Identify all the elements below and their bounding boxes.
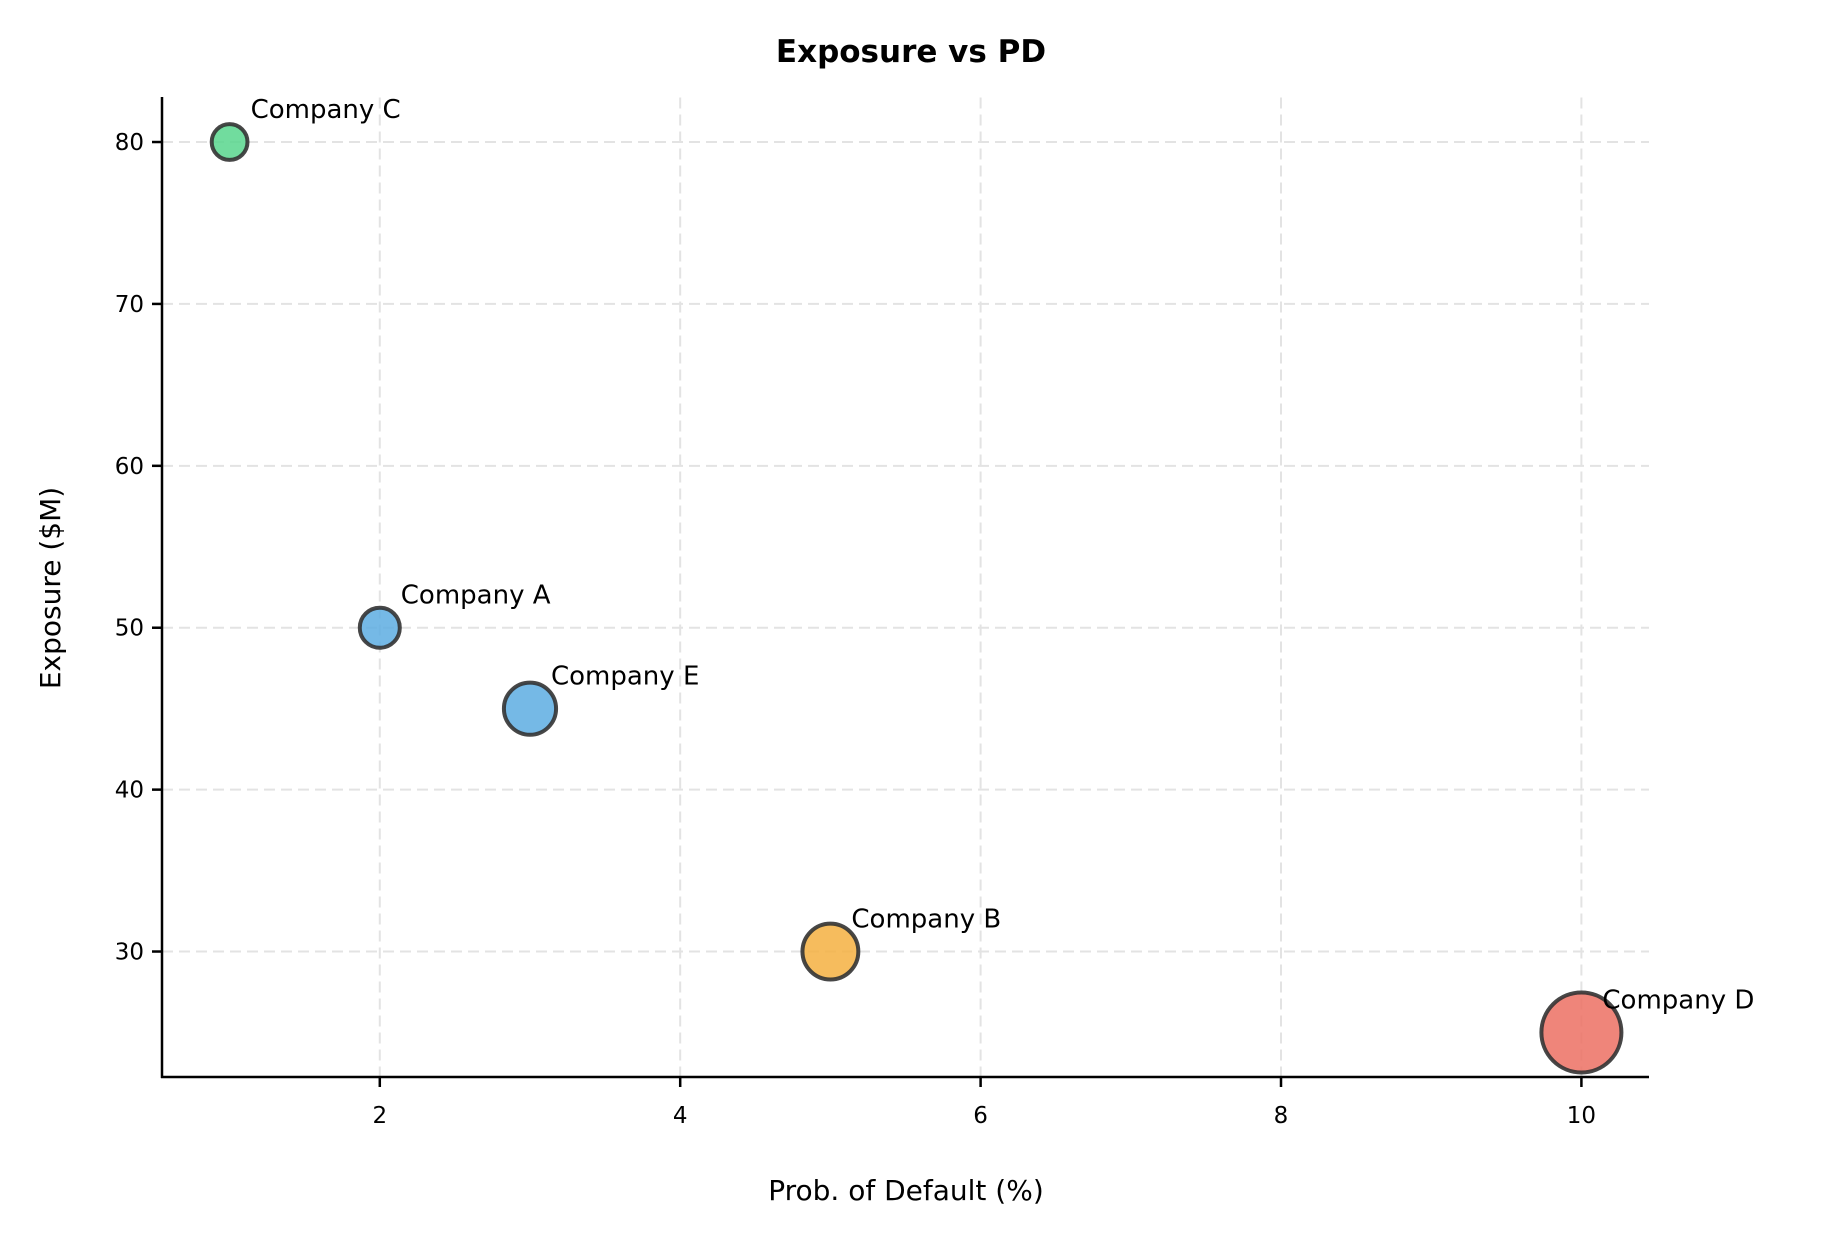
point-label: Company A (401, 581, 551, 611)
point-label: Company B (851, 905, 1001, 935)
y-tick-label: 30 (115, 940, 144, 966)
point-label: Company C (251, 95, 401, 125)
chart-title: Exposure vs PD (776, 34, 1046, 70)
x-tick-label: 4 (673, 1103, 688, 1129)
data-point (800, 921, 861, 982)
data-point (209, 122, 250, 162)
x-tick-label: 6 (973, 1103, 988, 1129)
x-tick-label: 8 (1274, 1103, 1289, 1129)
point-label: Company E (551, 662, 699, 692)
data-point (501, 680, 559, 737)
y-axis-label: Exposure ($M) (34, 487, 67, 689)
x-axis-label: Prob. of Default (%) (768, 1174, 1044, 1207)
y-tick-label: 50 (115, 616, 144, 642)
y-tick-label: 60 (115, 454, 144, 480)
x-tick-label: 10 (1567, 1103, 1596, 1129)
point-label: Company D (1602, 985, 1754, 1015)
y-tick-label: 70 (115, 292, 144, 318)
data-point (357, 605, 402, 650)
data-point (1539, 990, 1624, 1075)
y-tick-label: 40 (115, 778, 144, 804)
points: Company A Company B Company C Company D Comp… (209, 95, 1754, 1075)
x-tick-label: 2 (372, 1103, 387, 1129)
y-tick-label: 80 (115, 130, 144, 156)
ticks: 2 4 6 8 10 30 40 50 60 70 80 (115, 130, 1596, 1129)
grid (162, 97, 1649, 1077)
